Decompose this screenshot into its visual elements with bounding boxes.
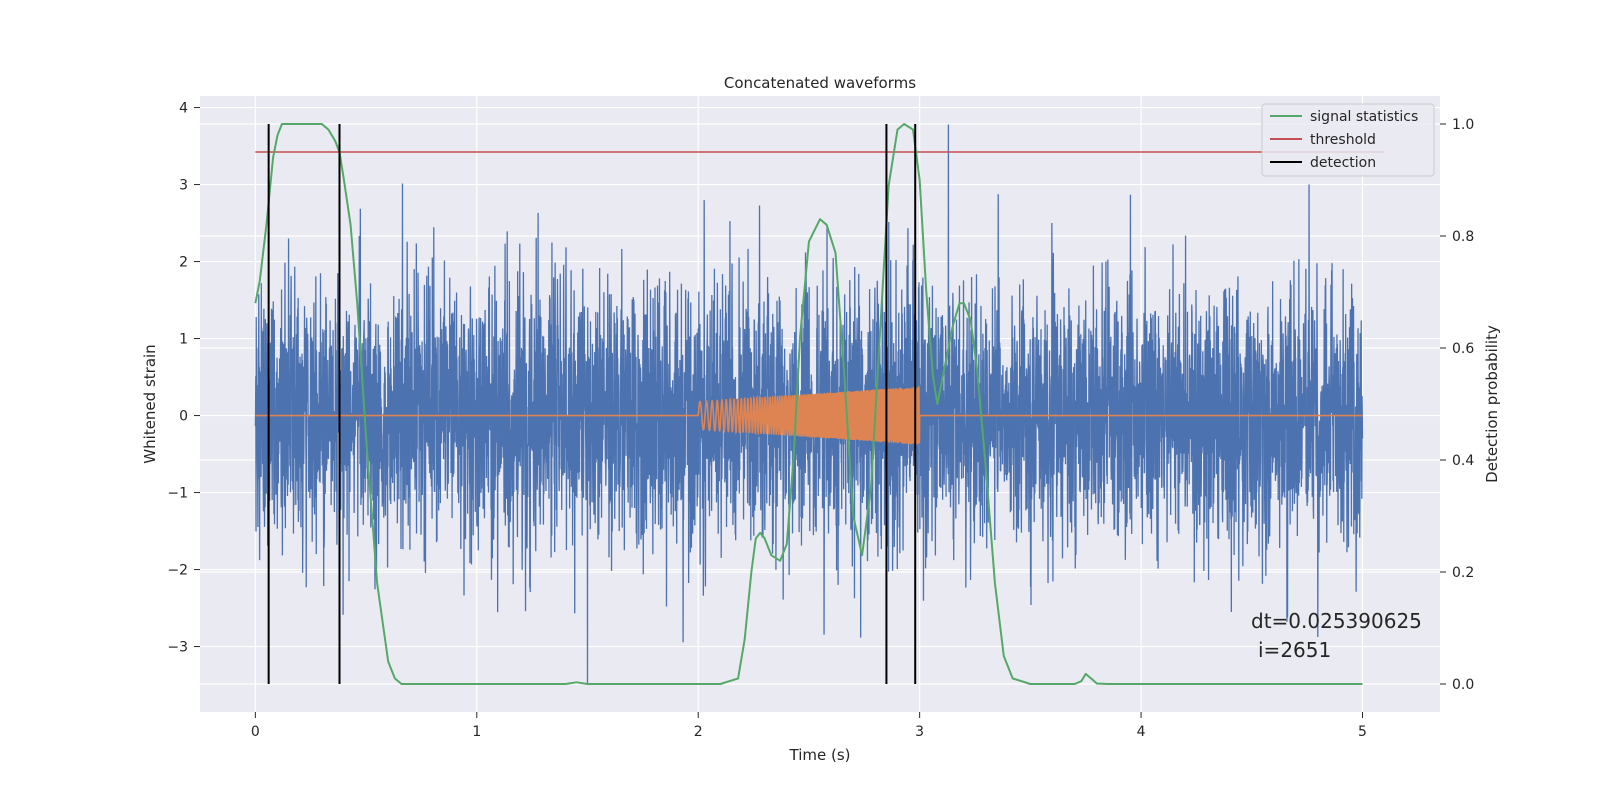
y-tick-label: 3 bbox=[179, 178, 188, 194]
annotation: dt=0.025390625 i=2651 bbox=[1251, 609, 1422, 662]
annotation-i: i=2651 bbox=[1258, 638, 1331, 662]
legend: signal statistics threshold detection bbox=[1261, 103, 1435, 177]
y2-axis-label: Detection probability bbox=[1483, 325, 1501, 483]
x-tick-label: 2 bbox=[694, 724, 703, 740]
y-tick-label: 1 bbox=[179, 332, 188, 348]
y2-tick-label: 0.8 bbox=[1452, 229, 1474, 245]
x-tick-label: 4 bbox=[1137, 724, 1146, 740]
x-tick-label: 3 bbox=[915, 724, 924, 740]
x-tick-label: 5 bbox=[1358, 724, 1367, 740]
y2-tick-label: 0.0 bbox=[1452, 677, 1474, 693]
x-tick-label: 0 bbox=[251, 724, 260, 740]
x-tick-label: 1 bbox=[472, 724, 481, 740]
annotation-dt: dt=0.025390625 bbox=[1251, 609, 1422, 633]
y2-tick-label: 1.0 bbox=[1452, 117, 1474, 133]
y-axis-label: Whitened strain bbox=[141, 344, 159, 463]
y2-tick-label: 0.2 bbox=[1452, 565, 1474, 581]
signal-statistics-line bbox=[254, 123, 1363, 685]
legend-label-signal-statistics: signal statistics bbox=[1310, 109, 1418, 125]
legend-box bbox=[1261, 103, 1435, 177]
y-tick-label: −2 bbox=[167, 563, 188, 579]
y-tick-label: −1 bbox=[167, 486, 188, 502]
y2-tick-label: 0.4 bbox=[1452, 453, 1474, 469]
waveform-series-line bbox=[255, 386, 1363, 445]
y2-tick-label: 0.6 bbox=[1452, 341, 1474, 357]
chart-title: Concatenated waveforms bbox=[724, 74, 916, 92]
y-tick-label: 4 bbox=[179, 101, 188, 117]
data-layer bbox=[254, 123, 1385, 685]
x-axis-label: Time (s) bbox=[789, 746, 851, 764]
legend-label-threshold: threshold bbox=[1310, 132, 1376, 148]
y-tick-label: −3 bbox=[167, 640, 188, 656]
y-tick-label: 0 bbox=[179, 409, 188, 425]
legend-label-detection: detection bbox=[1310, 155, 1376, 171]
y-tick-label: 2 bbox=[179, 255, 188, 271]
axes: 0 1 2 3 4 5 −3 −2 −1 0 1 2 3 4 0.0 0.2 0.4 0.6 0.8 1.0 bbox=[167, 101, 1474, 740]
